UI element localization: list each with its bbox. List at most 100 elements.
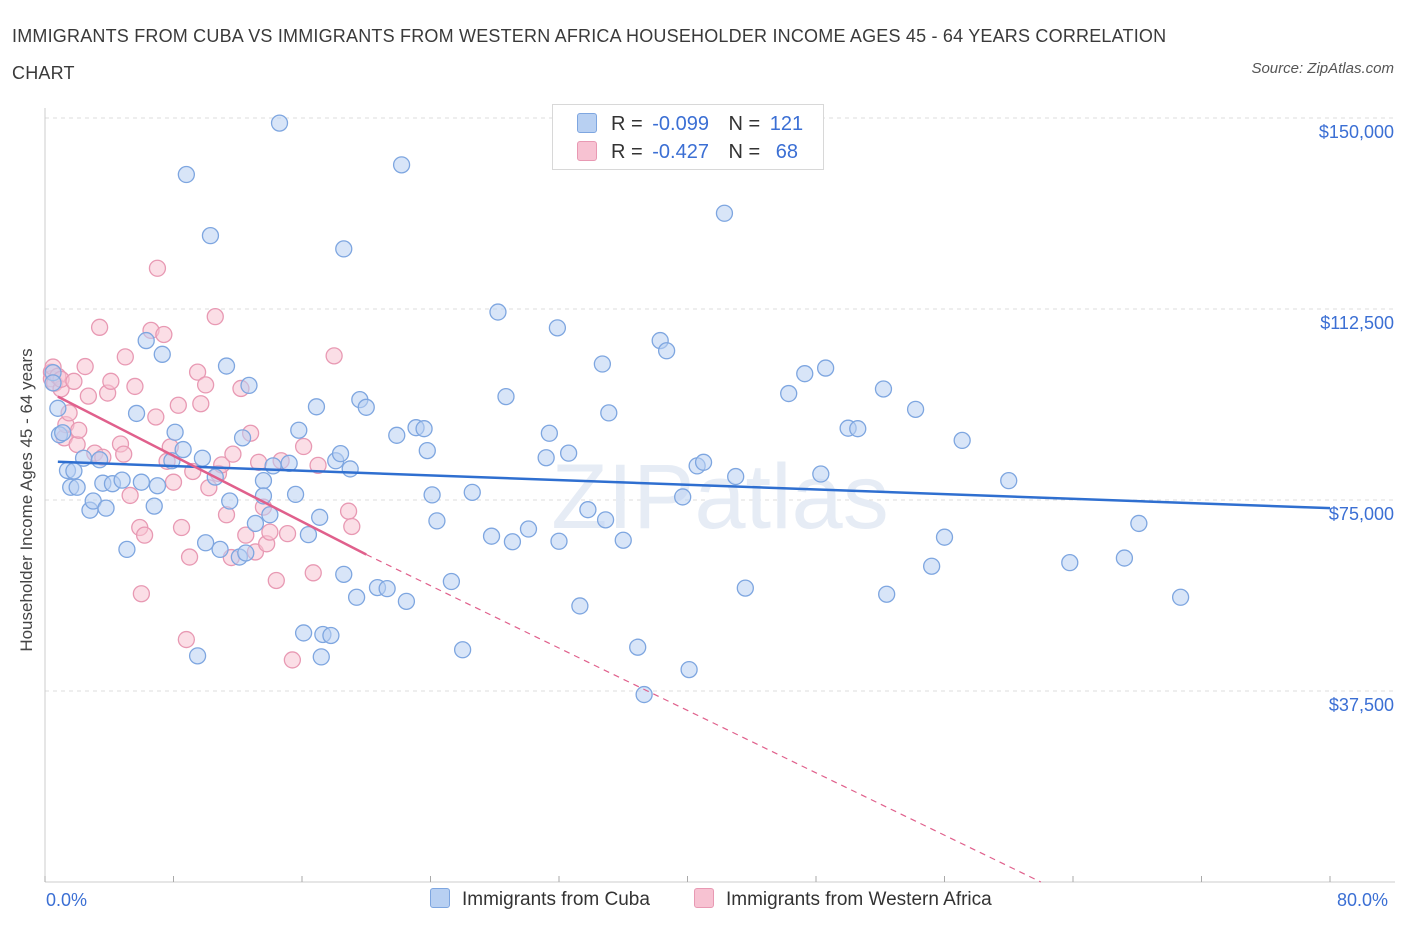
- western-africa-point-61: [283, 651, 302, 669]
- cuba-point-70: [415, 420, 433, 438]
- cuba-point-47: [286, 485, 305, 504]
- cuba-point-85: [550, 532, 568, 550]
- r-value-cuba: -0.099: [652, 113, 709, 135]
- cuba-point-23: [153, 345, 171, 363]
- cuba-point-118: [1115, 549, 1134, 567]
- cuba-point-74: [442, 572, 461, 591]
- western-africa-point-57: [261, 523, 279, 541]
- cuba-point-103: [736, 579, 754, 597]
- y-tick-label-3: $150,000: [1318, 122, 1394, 142]
- chart-title: IMMIGRANTS FROM CUBA VS IMMIGRANTS FROM …: [12, 26, 1167, 83]
- cuba-point-22: [148, 477, 167, 495]
- cuba-point-37: [233, 429, 252, 447]
- x-tick-label-max: 80.0%: [1337, 890, 1389, 910]
- cuba-point-8: [68, 478, 86, 496]
- cuba-point-51: [307, 398, 326, 416]
- cuba-point-81: [519, 520, 538, 538]
- cuba-point-18: [127, 404, 146, 423]
- cuba-point-27: [177, 165, 196, 184]
- cuba-point-78: [489, 303, 507, 321]
- cuba-point-43: [261, 506, 279, 524]
- cuba-point-29: [193, 449, 212, 467]
- western-africa-point-64: [309, 456, 327, 475]
- cuba-point-19: [132, 473, 151, 491]
- cuba-points: [44, 114, 1190, 704]
- cuba-point-76: [463, 483, 481, 502]
- cuba-point-12: [90, 451, 109, 469]
- cuba-point-92: [614, 531, 632, 549]
- western-africa-point-23: [121, 486, 139, 505]
- cuba-point-39: [240, 376, 258, 395]
- western-africa-point-42: [196, 376, 215, 394]
- western-africa-point-12: [70, 421, 88, 439]
- cuba-point-55: [322, 626, 340, 645]
- western-africa-point-19: [102, 372, 120, 390]
- cuba-point-34: [217, 357, 236, 375]
- western-africa-point-35: [169, 396, 187, 414]
- cuba-point-17: [118, 540, 136, 559]
- cuba-point-113: [923, 557, 941, 575]
- cuba-point-82: [537, 449, 555, 467]
- cuba-point-63: [357, 398, 375, 416]
- western-africa-point-44: [206, 307, 224, 326]
- cuba-point-96: [657, 342, 676, 360]
- cuba-point-80: [503, 533, 522, 551]
- cuba-point-38: [237, 544, 255, 562]
- western-africa-point-37: [177, 630, 196, 649]
- cuba-point-48: [290, 421, 308, 439]
- cuba-point-79: [497, 387, 515, 406]
- n-value-cuba: 121: [769, 113, 804, 135]
- cuba-point-104: [780, 384, 798, 403]
- cuba-point-26: [174, 440, 192, 459]
- cuba-point-107: [816, 359, 835, 377]
- cuba-point-89: [593, 355, 612, 373]
- cuba-point-72: [423, 486, 441, 504]
- r-value-western-africa: -0.427: [652, 141, 709, 163]
- western-africa-point-49: [224, 445, 242, 463]
- cuba-point-53: [312, 648, 330, 666]
- cuba-point-31: [201, 227, 220, 245]
- r-label: R =: [611, 141, 643, 163]
- cuba-point-111: [878, 585, 896, 603]
- stats-legend: R = -0.099 N = 121 R = -0.427 N = 68: [552, 104, 824, 170]
- cuba-point-119: [1130, 514, 1148, 533]
- western-africa-point-27: [135, 526, 154, 544]
- n-label: N =: [728, 113, 761, 135]
- legend-label-cuba: Immigrants from Cuba: [462, 889, 650, 910]
- cuba-point-115: [953, 431, 971, 450]
- r-label: R =: [611, 113, 643, 135]
- cuba-point-67: [392, 156, 411, 174]
- cuba-point-93: [629, 638, 647, 656]
- cuba-point-77: [482, 527, 501, 545]
- cuba-point-60: [341, 460, 359, 478]
- cuba-point-106: [812, 465, 830, 483]
- cuba-point-4: [54, 424, 72, 442]
- cuba-point-84: [548, 319, 567, 337]
- cuba-point-120: [1171, 588, 1190, 606]
- cuba-point-75: [453, 641, 472, 659]
- cuba-point-65: [378, 579, 396, 598]
- cuba-point-1: [44, 374, 62, 392]
- cuba-point-52: [311, 508, 329, 526]
- western-africa-point-62: [294, 437, 313, 456]
- axes: [44, 108, 1395, 883]
- legend-item-western-africa: Immigrants from Western Africa: [694, 888, 992, 911]
- cuba-point-57: [331, 445, 350, 463]
- cuba-point-68: [397, 592, 416, 611]
- western-africa-point-40: [188, 363, 207, 381]
- cuba-point-20: [137, 331, 155, 350]
- cuba-point-116: [1000, 471, 1018, 490]
- y-tick-label-1: $75,000: [1328, 504, 1394, 524]
- western-africa-point-63: [304, 564, 322, 582]
- cuba-point-35: [221, 492, 239, 510]
- western-africa-point-41: [192, 395, 210, 413]
- y-tick-label-0: $37,500: [1328, 695, 1394, 715]
- cuba-point-83: [540, 424, 559, 442]
- cuba-point-90: [596, 511, 615, 529]
- cuba-point-16: [113, 471, 131, 489]
- cuba-point-101: [715, 204, 734, 222]
- western-africa-point-51: [237, 526, 255, 544]
- watermark: ZIPatlas: [551, 446, 888, 548]
- cuba-point-45: [270, 114, 289, 132]
- western-africa-point-36: [172, 518, 191, 537]
